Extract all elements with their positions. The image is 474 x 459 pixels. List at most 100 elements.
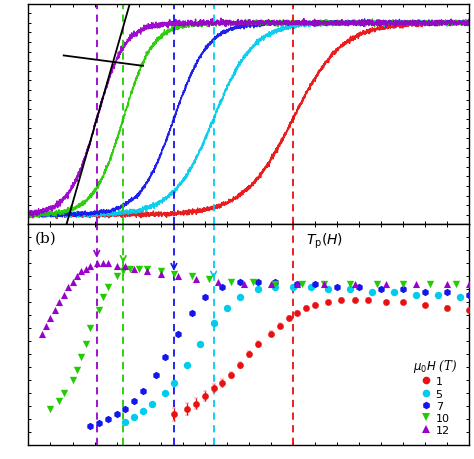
Point xyxy=(157,270,164,278)
Point xyxy=(86,422,94,430)
Point xyxy=(82,341,90,348)
Point xyxy=(104,416,111,423)
Point xyxy=(465,281,473,288)
Point xyxy=(42,322,50,330)
Point xyxy=(421,289,429,296)
Point xyxy=(236,278,244,285)
Point xyxy=(465,291,473,298)
Point xyxy=(183,361,191,369)
Point xyxy=(298,281,306,288)
Point xyxy=(188,273,195,280)
Point xyxy=(82,265,90,273)
Point xyxy=(435,291,442,298)
Point xyxy=(426,281,433,288)
Point xyxy=(373,281,381,288)
Point xyxy=(78,353,85,361)
Point xyxy=(254,286,262,293)
Point xyxy=(130,397,138,405)
Point xyxy=(51,307,59,314)
Point xyxy=(289,284,297,291)
Point xyxy=(113,263,120,270)
Point xyxy=(293,281,301,288)
Point xyxy=(113,410,120,418)
Point xyxy=(272,284,279,291)
Point xyxy=(368,289,376,296)
Point xyxy=(139,387,147,394)
Point xyxy=(346,281,354,288)
Point xyxy=(214,278,222,285)
Point xyxy=(267,281,275,288)
Point xyxy=(104,284,111,291)
Point xyxy=(412,281,420,288)
Point xyxy=(60,291,67,298)
Point xyxy=(228,278,235,285)
Point xyxy=(219,284,226,291)
Point xyxy=(201,294,209,301)
Text: $T_{\mathrm{p}}(H)$: $T_{\mathrm{p}}(H)$ xyxy=(306,231,343,251)
Point xyxy=(135,265,142,273)
Point xyxy=(170,270,178,278)
Point xyxy=(174,330,182,337)
Point xyxy=(161,353,169,361)
Point xyxy=(399,286,407,293)
Point xyxy=(412,291,420,298)
Point xyxy=(192,276,200,283)
Point xyxy=(104,260,111,268)
Legend: 1, 5, 7, 10, 12: 1, 5, 7, 10, 12 xyxy=(410,355,459,437)
Point xyxy=(377,286,385,293)
Point xyxy=(153,372,160,379)
Point xyxy=(122,405,129,413)
Point xyxy=(86,263,94,270)
Point xyxy=(122,263,129,270)
Point xyxy=(126,265,134,273)
Point xyxy=(170,379,178,386)
Point xyxy=(157,268,164,275)
Point xyxy=(161,390,169,397)
Point xyxy=(346,286,354,293)
Point xyxy=(60,390,67,397)
Point xyxy=(139,408,147,415)
Point xyxy=(307,284,314,291)
Point xyxy=(197,341,204,348)
Point xyxy=(130,413,138,420)
Point xyxy=(69,377,76,384)
Point xyxy=(95,307,103,314)
Point xyxy=(100,294,107,301)
Point xyxy=(144,265,151,273)
Point xyxy=(55,397,63,405)
Point xyxy=(210,320,218,327)
Point xyxy=(320,281,328,288)
Point xyxy=(443,289,451,296)
Point xyxy=(205,276,213,283)
Point xyxy=(324,286,332,293)
Point xyxy=(223,304,230,312)
Point xyxy=(443,281,451,288)
Point xyxy=(456,294,464,301)
Point xyxy=(272,278,279,285)
Point xyxy=(399,281,407,288)
Point xyxy=(95,420,103,427)
Point xyxy=(333,284,341,291)
Point xyxy=(320,281,328,288)
Point xyxy=(122,418,129,425)
Point xyxy=(69,278,76,285)
Point xyxy=(249,278,257,285)
Point xyxy=(46,314,54,322)
Point xyxy=(73,366,81,374)
Point xyxy=(46,405,54,413)
Point xyxy=(113,273,120,280)
Point xyxy=(188,309,195,317)
Point xyxy=(391,289,398,296)
Point xyxy=(55,299,63,306)
Point xyxy=(236,294,244,301)
Point xyxy=(78,268,85,275)
Point xyxy=(293,281,301,288)
Point xyxy=(130,265,138,273)
Point xyxy=(272,281,279,288)
Point xyxy=(86,325,94,332)
Point xyxy=(311,281,319,288)
Point xyxy=(100,260,107,268)
Point xyxy=(254,278,262,285)
Point xyxy=(351,281,358,288)
Point xyxy=(382,281,389,288)
